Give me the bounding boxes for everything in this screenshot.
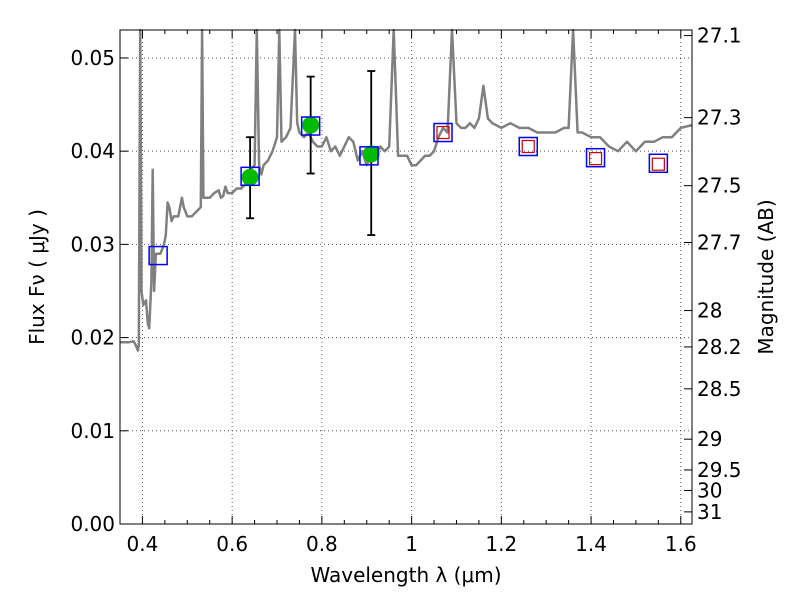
model-photometry-square	[300, 116, 321, 136]
x-tick-label: 1.6	[665, 532, 697, 556]
upper-limit-square	[436, 125, 450, 140]
sed-model-line	[120, 28, 693, 352]
model-photometry-square	[433, 122, 453, 143]
x-tick-label: 0.4	[127, 532, 159, 556]
axis-ticks: 0.4 0.6 0.8 1 1.2 1.4 1.6 0.00 0.01 0.02 0.03 0.04 0…	[70, 24, 741, 556]
photometry-markers	[148, 70, 669, 266]
x-tick-label: 1.2	[485, 532, 517, 556]
upper-limit-square	[588, 152, 603, 166]
right-tick-label: 28.2	[697, 335, 742, 359]
sed-model-series	[120, 28, 693, 352]
y-tick-label: 0.05	[70, 46, 115, 70]
right-tick-label: 29.5	[697, 458, 742, 482]
observed-flux-point	[362, 145, 380, 163]
right-tick-label: 29	[697, 427, 722, 451]
y-tick-label: 0.03	[70, 232, 115, 256]
y-tick-label: 0.02	[70, 326, 115, 350]
x-tick-label: 0.6	[216, 532, 248, 556]
y-tick-label: 0.00	[70, 512, 115, 536]
observed-flux-point	[241, 168, 259, 186]
upper-limit-square	[521, 139, 535, 154]
right-tick-label: 31	[697, 500, 722, 524]
right-tick-label: 27.7	[697, 231, 742, 255]
observed-flux-point	[302, 116, 320, 134]
x-axis-label: Wavelength λ (μm)	[310, 563, 501, 587]
model-photometry-square	[240, 166, 260, 187]
right-tick-label: 27.3	[697, 106, 742, 130]
model-photometry-square	[148, 245, 168, 266]
model-photometry-square	[359, 146, 379, 166]
plot-frame	[119, 29, 693, 525]
x-tick-label: 1.4	[575, 532, 607, 556]
right-tick-label: 27.5	[697, 174, 742, 198]
x-tick-label: 0.8	[306, 532, 338, 556]
right-tick-label: 27.1	[697, 24, 742, 48]
right-tick-label: 28.5	[697, 377, 742, 401]
model-photometry-square	[585, 147, 606, 168]
right-tick-label: 30	[697, 478, 722, 502]
grid	[120, 30, 692, 524]
y-axis-label: Flux Fν ( μJy )	[25, 209, 49, 345]
right-axis-label: Magnitude (AB)	[754, 199, 778, 354]
upper-limit-square	[651, 157, 665, 171]
y-tick-label: 0.04	[70, 139, 115, 163]
x-tick-label: 1	[405, 532, 418, 556]
model-photometry-square	[648, 153, 669, 174]
right-tick-label: 28	[697, 299, 722, 323]
model-photometry-square	[518, 136, 539, 157]
y-tick-label: 0.01	[70, 419, 115, 443]
